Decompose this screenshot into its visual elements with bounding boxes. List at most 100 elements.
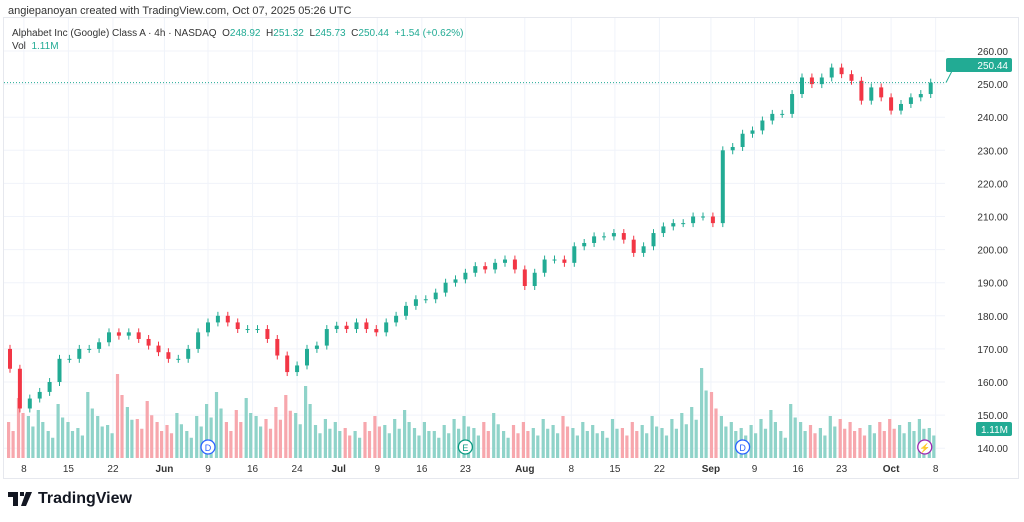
volume-bar xyxy=(189,437,193,458)
volume-bar xyxy=(615,428,619,458)
candle-body xyxy=(126,332,131,336)
candle-body xyxy=(829,67,834,78)
volume-bar xyxy=(506,437,510,458)
volume-bar xyxy=(110,433,114,458)
volume-bar xyxy=(284,395,288,458)
candle-body xyxy=(889,97,894,111)
volume-bar xyxy=(872,433,876,458)
candle-body xyxy=(324,329,329,346)
event-marker xyxy=(917,439,933,455)
candle-body xyxy=(592,236,597,243)
volume-bar xyxy=(664,435,669,458)
tradingview-logo-icon xyxy=(8,492,32,506)
volume-bar xyxy=(635,431,639,458)
candle-body xyxy=(156,345,161,353)
x-tick-label: 16 xyxy=(247,464,259,475)
volume-bar xyxy=(724,426,728,458)
y-tick-label: 150.00 xyxy=(977,411,1008,422)
volume-bar xyxy=(205,404,209,458)
x-tick-label: Jul xyxy=(331,464,346,475)
candle-body xyxy=(671,223,676,227)
volume-bar xyxy=(66,422,70,458)
candle-body xyxy=(17,368,22,409)
candle-body xyxy=(819,77,824,85)
volume-bar xyxy=(541,419,545,458)
event-marker xyxy=(734,439,751,455)
candle-body xyxy=(928,82,933,95)
candle-body xyxy=(899,103,903,111)
candle-body xyxy=(77,348,82,359)
volume-bar xyxy=(31,426,35,458)
y-tick-label: 210.00 xyxy=(977,213,1008,224)
volume-bar xyxy=(591,425,595,458)
candle-body xyxy=(186,348,191,359)
volume-bar xyxy=(521,422,525,458)
volume-bar xyxy=(581,422,585,458)
candle-body xyxy=(532,272,537,287)
volume-bar xyxy=(397,428,401,458)
volume-bar xyxy=(100,426,104,458)
volume-bar xyxy=(670,419,674,458)
candle-body xyxy=(760,120,765,131)
volume-bar xyxy=(155,422,159,458)
x-tick-label: 22 xyxy=(107,464,119,475)
volume-bar xyxy=(575,435,579,458)
y-tick-label: 260.00 xyxy=(977,47,1008,58)
volume-bar xyxy=(848,422,852,458)
candle-body xyxy=(314,345,319,349)
volume-bar xyxy=(694,419,698,458)
y-tick-label: 200.00 xyxy=(977,246,1008,257)
x-tick-label: Jun xyxy=(156,464,174,475)
candle-body xyxy=(255,329,260,331)
candle-body xyxy=(750,130,755,134)
volume-bar xyxy=(80,435,84,458)
volume-bar xyxy=(655,426,659,458)
logo-text: TradingView xyxy=(38,490,132,507)
volume-bar xyxy=(41,422,45,458)
volume-bar xyxy=(442,425,446,458)
volume-bar xyxy=(214,392,219,458)
candle-body xyxy=(691,216,696,224)
volume-bar xyxy=(754,433,758,458)
candle-body xyxy=(522,269,527,287)
symbol-name[interactable]: Alphabet Inc (Google) Class A · 4h · NAS… xyxy=(12,28,217,39)
volume-bar xyxy=(546,428,550,458)
volume-bar xyxy=(140,428,144,458)
candle-body xyxy=(542,259,547,273)
volume-bar xyxy=(561,416,565,458)
volume-bar xyxy=(828,416,832,458)
volume-bar xyxy=(476,435,480,458)
volume-bar xyxy=(338,431,342,458)
volume-bar xyxy=(482,422,486,458)
x-tick-label: 23 xyxy=(460,464,472,475)
volume-bar xyxy=(492,413,496,458)
candle-body xyxy=(641,246,646,253)
volume-bar xyxy=(195,416,199,458)
last-price-label: 250.44 xyxy=(977,61,1008,72)
volume-bar xyxy=(96,416,100,458)
volume-bar xyxy=(422,422,426,458)
candle-body xyxy=(433,292,438,300)
volume-bar xyxy=(373,416,377,458)
volume-bar xyxy=(680,413,684,458)
volume-bar xyxy=(427,431,431,458)
volume-bar xyxy=(209,417,213,458)
candle-body xyxy=(394,315,399,323)
candle-body xyxy=(611,233,616,237)
low-label: L xyxy=(309,28,315,39)
volume-bar xyxy=(843,428,847,458)
volume-bar xyxy=(348,435,352,458)
candle-body xyxy=(730,146,735,151)
volume-bar xyxy=(21,413,25,458)
volume-bar xyxy=(353,431,357,458)
last-price-pointer xyxy=(945,70,953,83)
tradingview-logo[interactable]: TradingView xyxy=(8,490,132,508)
volume-bar xyxy=(244,398,248,458)
high-label: H xyxy=(266,28,274,39)
x-tick-label: 9 xyxy=(752,464,758,475)
volume-bar xyxy=(36,410,40,458)
volume-bar xyxy=(447,433,451,458)
candle-body xyxy=(27,398,32,409)
x-tick-label: 8 xyxy=(21,464,27,475)
